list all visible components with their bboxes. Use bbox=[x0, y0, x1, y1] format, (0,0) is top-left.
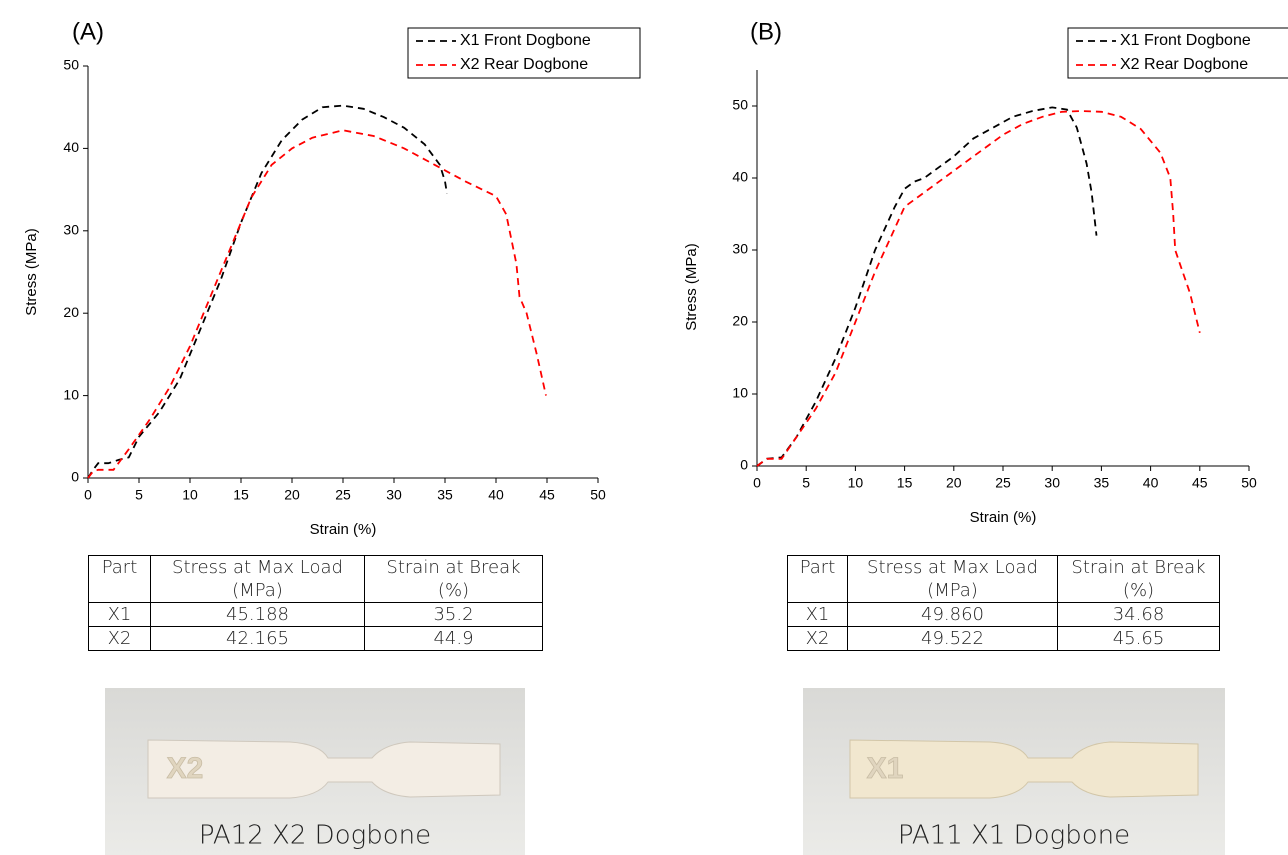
header-row: Part Stress at Max Load (MPa) Strain at Br… bbox=[88, 555, 543, 603]
data-line bbox=[87, 129, 547, 479]
table-cell: 49.860 bbox=[847, 602, 1058, 627]
table-cell: X1 bbox=[88, 602, 151, 627]
y-tick-label: 30 bbox=[732, 241, 748, 257]
legend-label: X1 Front Dogbone bbox=[1120, 32, 1251, 49]
results-table: Part Stress at Max Load (MPa) Strain at Br… bbox=[787, 555, 1220, 651]
table-cell: 42.165 bbox=[150, 626, 365, 651]
legend: X1 Front Dogbone X2 Rear Dogbone bbox=[407, 27, 641, 79]
x-tick-label: 15 bbox=[233, 487, 249, 503]
photo-b bbox=[803, 688, 1225, 855]
table-row: X2 49.522 45.65 bbox=[787, 626, 1220, 651]
header-row: Part Stress at Max Load (MPa) Strain at Br… bbox=[787, 555, 1220, 603]
x-tick-label: 30 bbox=[1044, 475, 1060, 491]
data-line bbox=[756, 110, 1201, 467]
table-cell: 35.2 bbox=[364, 602, 543, 627]
y-axis-label: Stress (MPa) bbox=[683, 243, 700, 331]
legend-box bbox=[407, 27, 641, 79]
dogbone bbox=[147, 739, 501, 799]
table-cell: 45.188 bbox=[150, 602, 365, 627]
y-tick-label: 10 bbox=[63, 386, 79, 402]
x-tick-label: 50 bbox=[1241, 475, 1257, 491]
x-tick-label: 40 bbox=[488, 487, 504, 503]
data-line bbox=[756, 106, 1098, 467]
x-tick-label: 5 bbox=[135, 487, 143, 503]
legend: X1 Front Dogbone X2 Rear Dogbone bbox=[1067, 27, 1288, 79]
x-tick-label: 0 bbox=[753, 475, 761, 491]
table-row: X1 45.188 35.2 bbox=[88, 602, 543, 627]
table-cell: X1 bbox=[787, 602, 848, 627]
y-tick-label: 20 bbox=[63, 304, 79, 320]
photo-caption: PA12 X2 Dogbone bbox=[199, 821, 431, 851]
x-tick-label: 0 bbox=[84, 487, 92, 503]
x-tick-label: 45 bbox=[539, 487, 555, 503]
y-tick-label: 0 bbox=[71, 469, 79, 485]
legend-label: X2 Rear Dogbone bbox=[1120, 56, 1248, 73]
x-axis-label: Strain (%) bbox=[970, 509, 1037, 526]
y-tick-label: 40 bbox=[732, 169, 748, 185]
x-tick-label: 35 bbox=[1094, 475, 1110, 491]
x-tick-label: 25 bbox=[335, 487, 351, 503]
table-cell: X2 bbox=[787, 626, 848, 651]
chart: (A) 0 5 10 15 20 25 30 35 40 45 50 0 10 20 30 40 50 Strain… bbox=[23, 18, 641, 538]
table-cell: 49.522 bbox=[847, 626, 1058, 651]
panel-label: (A) bbox=[72, 18, 104, 45]
x-tick-label: 40 bbox=[1143, 475, 1159, 491]
x-tick-label: 10 bbox=[848, 475, 864, 491]
table-row: X2 42.165 44.9 bbox=[88, 626, 543, 651]
x-tick-label: 20 bbox=[946, 475, 962, 491]
dogbone bbox=[849, 739, 1199, 799]
x-tick-label: 25 bbox=[995, 475, 1011, 491]
table-cell: 45.65 bbox=[1057, 626, 1220, 651]
table-cell: 44.9 bbox=[364, 626, 543, 651]
data-line bbox=[87, 104, 448, 479]
x-tick-label: 10 bbox=[182, 487, 198, 503]
header-cell: Part bbox=[88, 555, 151, 603]
header-cell: Stress at Max Load (MPa) bbox=[847, 555, 1058, 603]
x-tick-label: 35 bbox=[437, 487, 453, 503]
panel-label: (B) bbox=[750, 18, 782, 45]
legend-box bbox=[1067, 27, 1288, 79]
header-cell: Stress at Max Load (MPa) bbox=[150, 555, 365, 603]
x-tick-label: 30 bbox=[386, 487, 402, 503]
photo-caption: PA11 X1 Dogbone bbox=[898, 821, 1130, 851]
y-tick-label: 50 bbox=[732, 97, 748, 113]
dogbone-marking: X1 bbox=[867, 752, 904, 785]
legend-label: X1 Front Dogbone bbox=[460, 32, 591, 49]
dogbone-marking: X2 bbox=[167, 752, 204, 785]
x-tick-label: 5 bbox=[802, 475, 810, 491]
y-tick-label: 20 bbox=[732, 313, 748, 329]
y-tick-label: 10 bbox=[732, 385, 748, 401]
legend-label: X2 Rear Dogbone bbox=[460, 56, 588, 73]
x-tick-label: 20 bbox=[284, 487, 300, 503]
header-cell: Strain at Break (%) bbox=[364, 555, 543, 603]
y-tick-label: 30 bbox=[63, 222, 79, 238]
table-cell: X2 bbox=[88, 626, 151, 651]
header-cell: Strain at Break (%) bbox=[1057, 555, 1220, 603]
table-row: X1 49.860 34.68 bbox=[787, 602, 1220, 627]
header-cell: Part bbox=[787, 555, 848, 603]
results-table: Part Stress at Max Load (MPa) Strain at Br… bbox=[88, 555, 543, 651]
x-tick-label: 15 bbox=[897, 475, 913, 491]
x-tick-label: 50 bbox=[590, 487, 606, 503]
y-axis-label: Stress (MPa) bbox=[23, 228, 40, 316]
y-tick-label: 50 bbox=[63, 57, 79, 73]
table-cell: 34.68 bbox=[1057, 602, 1220, 627]
y-tick-label: 0 bbox=[740, 457, 748, 473]
photo-a bbox=[105, 688, 525, 855]
chart: (B) 0 5 10 15 20 25 30 35 40 45 50 0 10 20 30 40 50 Strain… bbox=[683, 18, 1288, 526]
y-tick-label: 40 bbox=[63, 139, 79, 155]
x-axis-label: Strain (%) bbox=[310, 521, 377, 538]
x-tick-label: 45 bbox=[1192, 475, 1208, 491]
